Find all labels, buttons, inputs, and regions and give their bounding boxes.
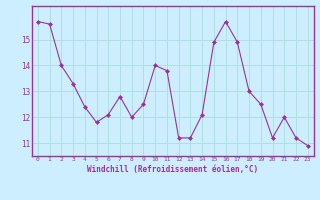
X-axis label: Windchill (Refroidissement éolien,°C): Windchill (Refroidissement éolien,°C) xyxy=(87,165,258,174)
